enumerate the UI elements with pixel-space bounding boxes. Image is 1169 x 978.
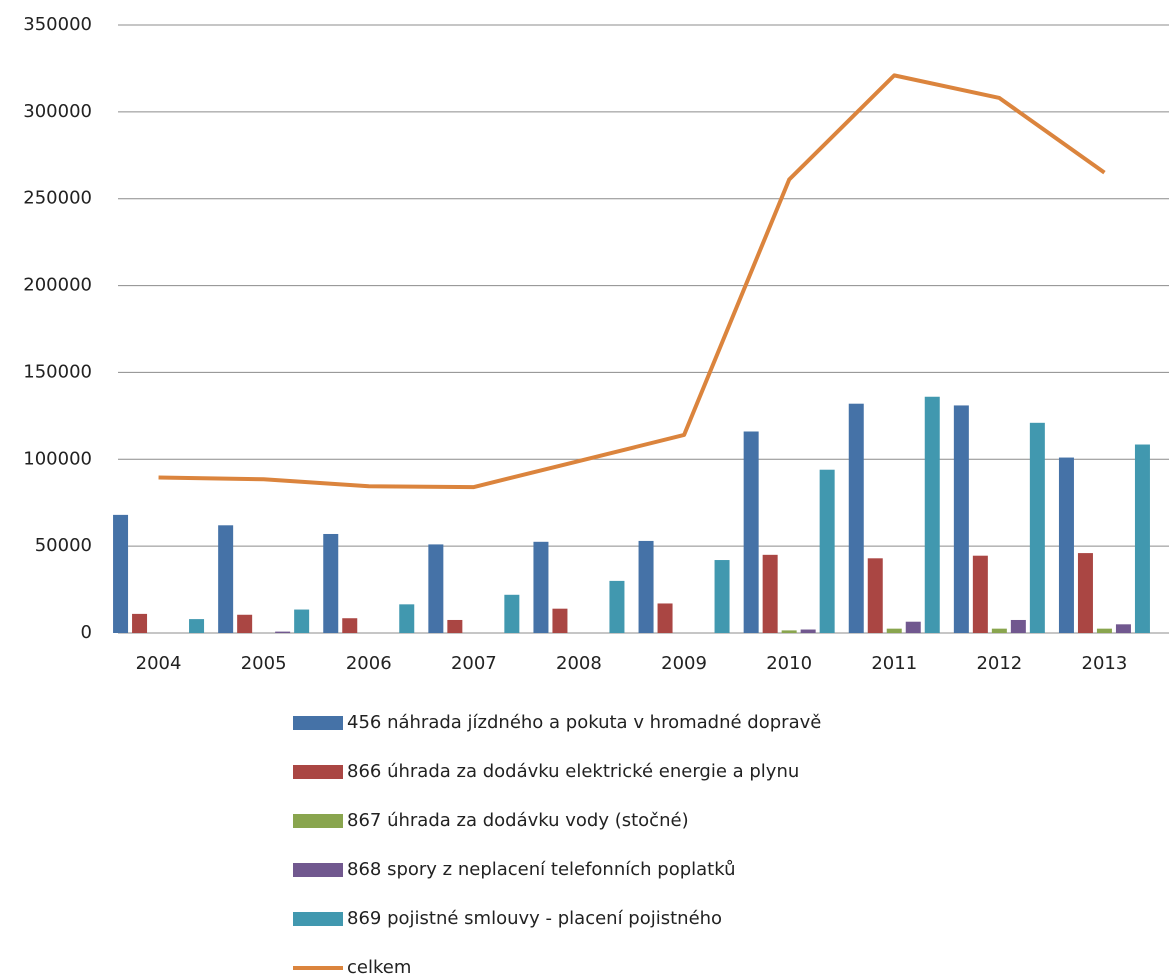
bar — [294, 609, 310, 633]
bar — [533, 541, 549, 633]
bar — [1010, 619, 1026, 633]
bar — [342, 618, 358, 633]
bar — [552, 608, 568, 633]
y-tick-label: 0 — [81, 622, 92, 643]
bar — [743, 431, 759, 633]
legend-label: 456 náhrada jízdného a pokuta v hromadné… — [347, 712, 821, 733]
bar — [991, 628, 1007, 633]
bar — [1115, 624, 1131, 633]
bar — [886, 628, 902, 633]
bar — [1077, 553, 1093, 633]
bar — [848, 403, 864, 633]
y-tick-label: 200000 — [23, 275, 92, 296]
legend-label: celkem — [347, 957, 411, 978]
x-tick-label: 2013 — [1082, 653, 1128, 674]
legend-swatch — [293, 765, 343, 779]
legend-swatch — [293, 814, 343, 828]
legend-label: 866 úhrada za dodávku elektrické energie… — [347, 761, 799, 782]
bar — [1096, 628, 1112, 633]
bar — [867, 558, 883, 633]
bar — [428, 544, 444, 633]
x-tick-label: 2007 — [451, 653, 497, 674]
x-tick-label: 2006 — [346, 653, 392, 674]
bar — [323, 533, 339, 633]
legend-label: 868 spory z neplacení telefonních poplat… — [347, 859, 736, 880]
x-tick-label: 2009 — [661, 653, 707, 674]
legend-label: 867 úhrada za dodávku vody (stočné) — [347, 810, 689, 831]
x-tick-label: 2012 — [976, 653, 1022, 674]
y-tick-label: 250000 — [23, 188, 92, 209]
x-tick-label: 2004 — [136, 653, 182, 674]
bar — [638, 540, 654, 633]
bar — [1134, 444, 1150, 633]
bar — [800, 629, 816, 633]
x-tick-label: 2005 — [241, 653, 287, 674]
bar — [714, 560, 730, 633]
bar — [762, 554, 778, 633]
bar — [972, 555, 988, 633]
line — [158, 73, 1106, 490]
y-tick-label: 100000 — [23, 448, 92, 469]
x-tick-label: 2011 — [871, 653, 917, 674]
bar — [905, 621, 921, 633]
legend-swatch — [293, 912, 343, 926]
bar — [189, 619, 205, 633]
bar — [819, 469, 835, 633]
bar — [953, 405, 969, 633]
bar — [657, 603, 673, 633]
legend-swatch — [293, 716, 343, 730]
bar — [447, 619, 463, 633]
bar — [218, 525, 234, 633]
bar — [275, 631, 291, 633]
y-tick-label: 300000 — [23, 101, 92, 122]
legend-swatch — [293, 863, 343, 877]
y-tick-label: 350000 — [23, 14, 92, 35]
y-tick-label: 150000 — [23, 361, 92, 382]
bar — [924, 396, 940, 633]
y-tick-label: 50000 — [35, 535, 92, 556]
legend-label: 869 pojistné smlouvy - placení pojistnéh… — [347, 908, 722, 929]
bar — [1058, 457, 1074, 633]
bar — [399, 604, 415, 633]
x-tick-label: 2010 — [766, 653, 812, 674]
bar — [113, 514, 129, 633]
bar — [504, 594, 520, 633]
bar — [781, 630, 797, 633]
bar — [1029, 422, 1045, 633]
x-tick-label: 2008 — [556, 653, 602, 674]
bar — [132, 613, 148, 633]
bar — [609, 580, 625, 633]
bar — [237, 614, 253, 633]
